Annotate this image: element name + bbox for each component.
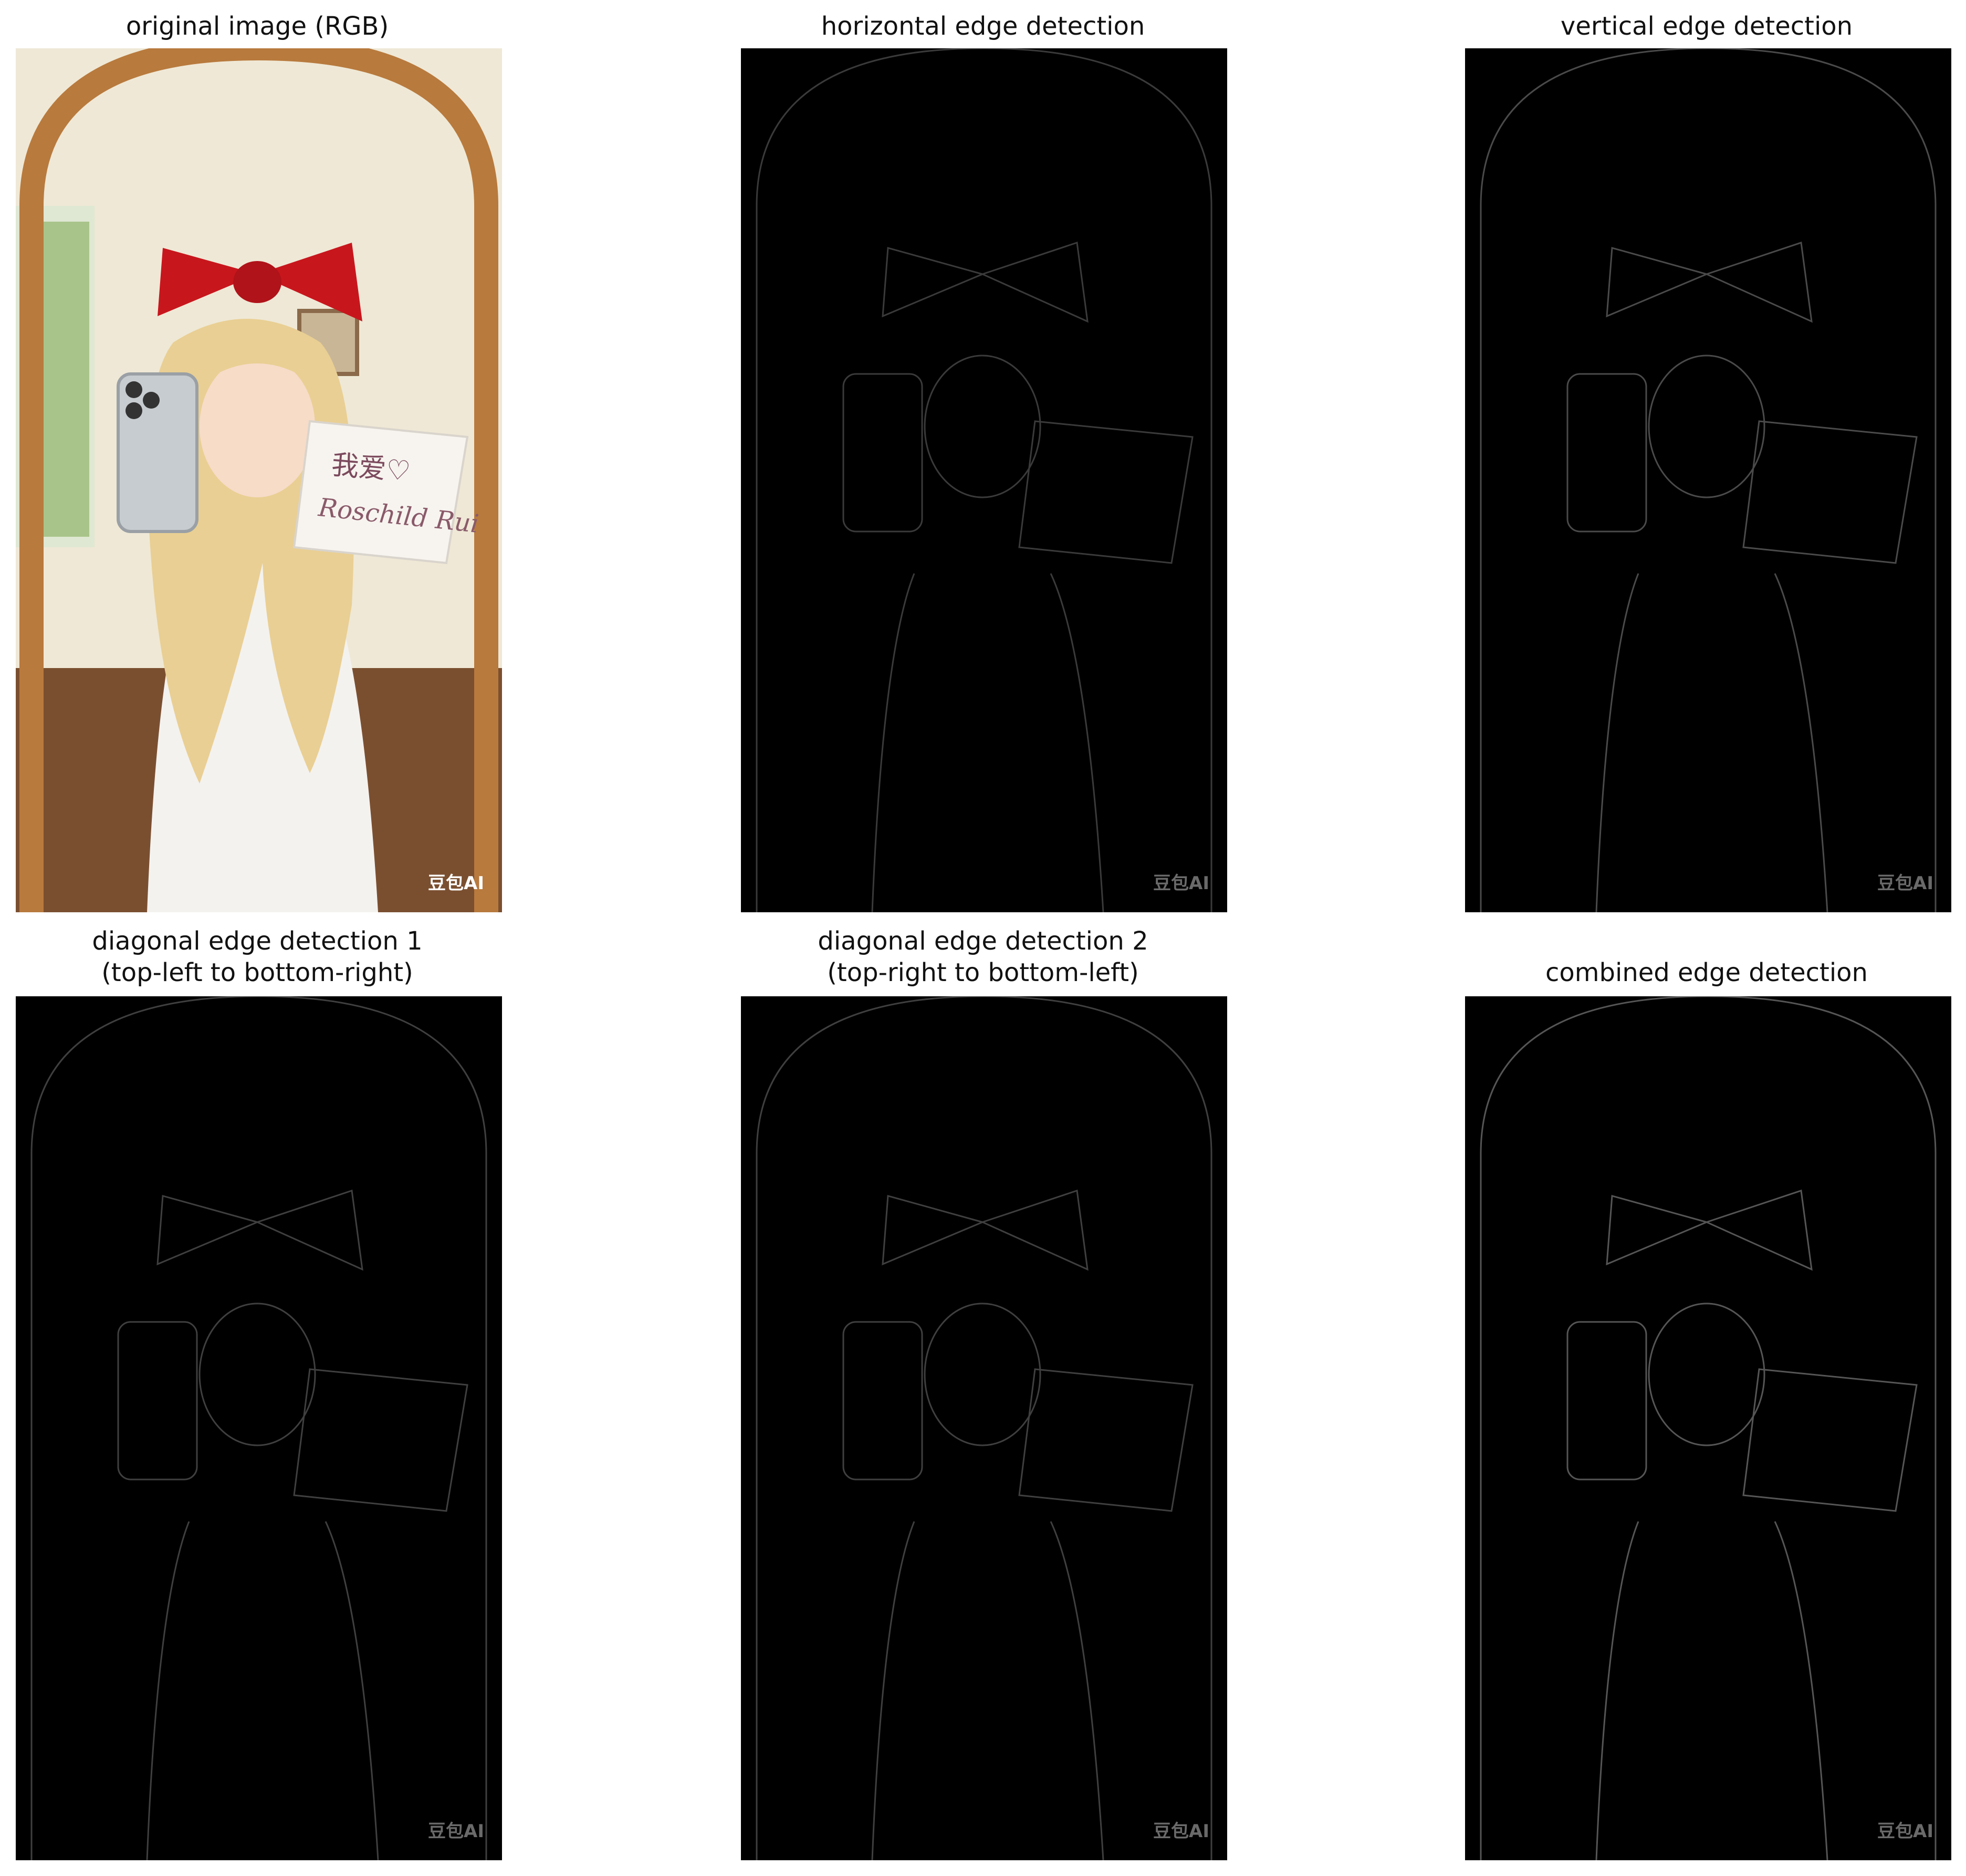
panel-title-original: original image (RGB) [126,12,389,41]
edge-panel-horizontal: 豆包AI [741,48,1227,912]
edge-panel-vertical: 豆包AI [1465,48,1951,912]
watermark-diag2: 豆包AI [1153,1821,1209,1842]
panel-title-diag2: diagonal edge detection 2 (top-right to … [694,925,1272,988]
panel-title-diag2-line2: (top-right to bottom-left) [827,958,1139,987]
watermark-vertical: 豆包AI [1877,873,1933,894]
watermark-original: 豆包AI [428,873,484,894]
panel-title-diag2-line1: diagonal edge detection 2 [818,926,1148,956]
watermark-horizontal: 豆包AI [1153,873,1209,894]
panel-title-combined: combined edge detection [1545,958,1868,987]
watermark-combined: 豆包AI [1877,1821,1933,1842]
panel-title-vertical: vertical edge detection [1560,12,1853,41]
watermark-diag1: 豆包AI [428,1821,484,1842]
edge-panel-diag1: 豆包AI [16,996,502,1860]
panel-title-diag1-line1: diagonal edge detection 1 [92,926,423,956]
photo-note-line1: 我爱♡ [330,449,412,487]
panel-title-diag1: diagonal edge detection 1 (top-left to b… [0,925,546,988]
panel-title-diag1-line2: (top-left to bottom-right) [101,958,413,987]
panel-title-horizontal: horizontal edge detection [821,12,1145,41]
edge-panel-combined: 豆包AI [1465,996,1951,1860]
edge-panel-diag2: 豆包AI [741,996,1227,1860]
original-photo: 我爱♡ Roschild Rui 豆包AI [16,48,502,912]
